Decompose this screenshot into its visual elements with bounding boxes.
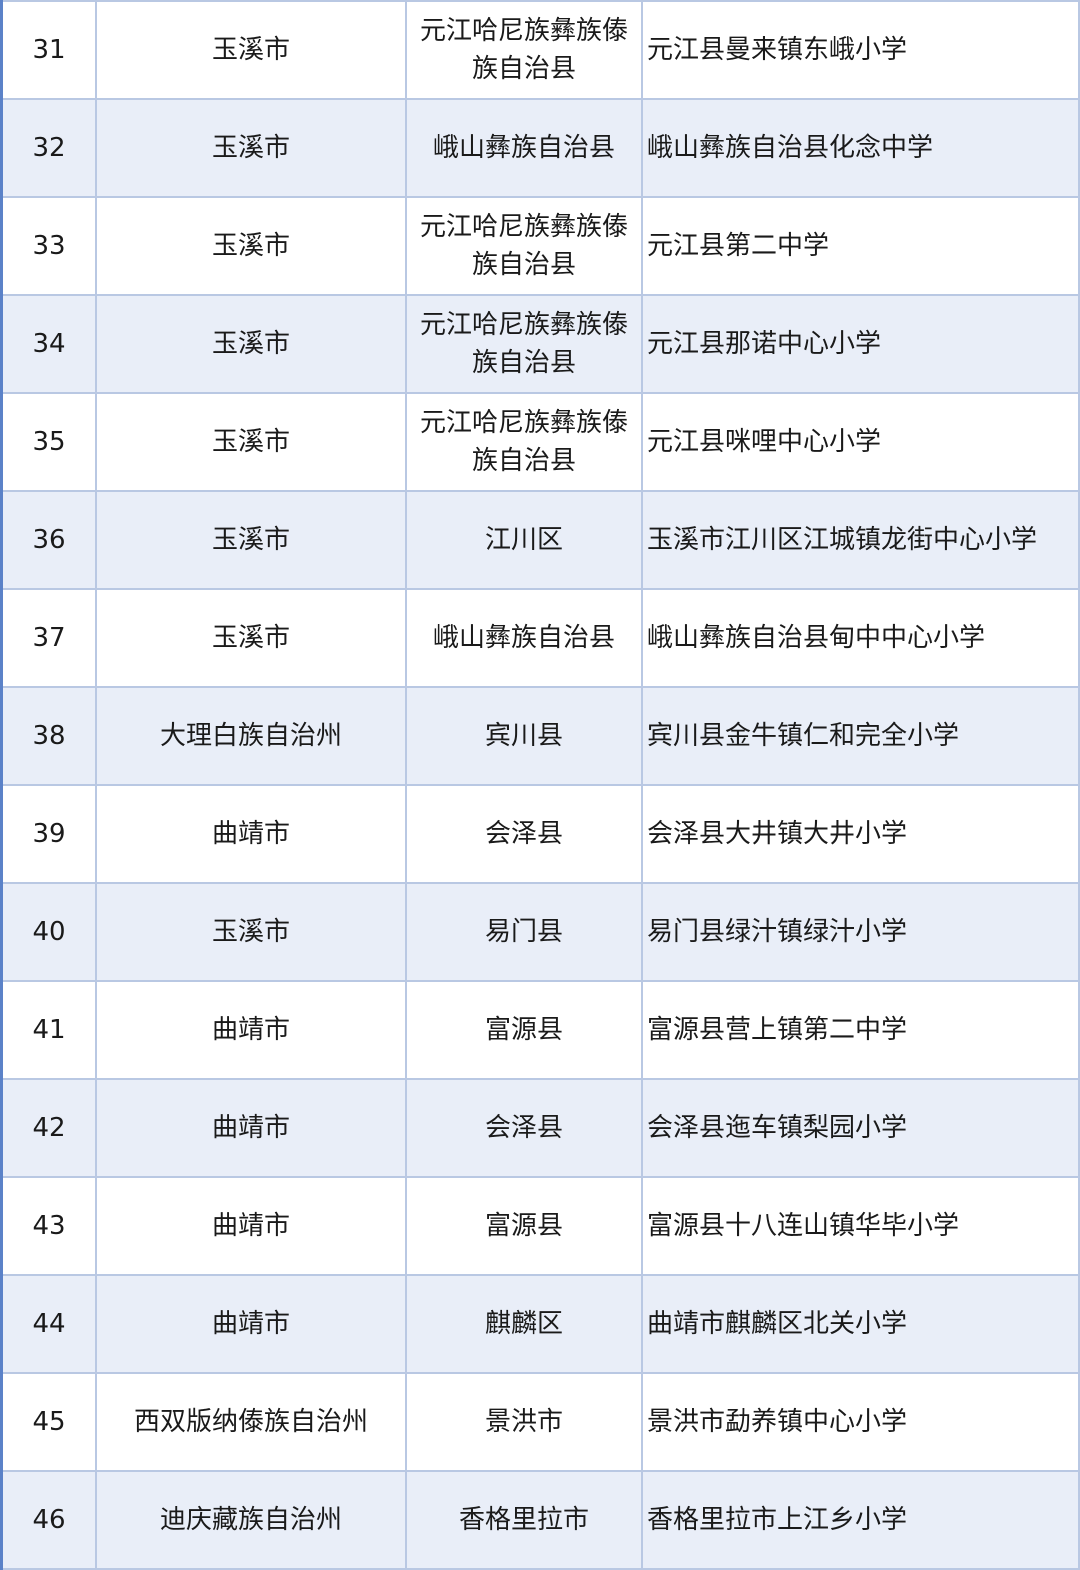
city-cell: 曲靖市	[95, 980, 407, 1080]
city-cell: 玉溪市	[95, 490, 407, 590]
row-number-cell: 40	[0, 882, 97, 982]
school-name-cell: 易门县绿汁镇绿汁小学	[641, 882, 1080, 982]
table-row: 39 曲靖市 会泽县 会泽县大井镇大井小学	[0, 784, 1080, 884]
table-row: 44 曲靖市 麒麟区 曲靖市麒麟区北关小学	[0, 1274, 1080, 1374]
school-name-cell: 元江县咪哩中心小学	[641, 392, 1080, 492]
table-row: 36 玉溪市 江川区 玉溪市江川区江城镇龙街中心小学	[0, 490, 1080, 590]
table-row: 46 迪庆藏族自治州 香格里拉市 香格里拉市上江乡小学	[0, 1470, 1080, 1570]
county-cell: 宾川县	[405, 686, 643, 786]
city-cell: 曲靖市	[95, 1274, 407, 1374]
county-cell: 元江哈尼族彝族傣族自治县	[405, 392, 643, 492]
row-number-cell: 45	[0, 1372, 97, 1472]
school-name-cell: 元江县那诺中心小学	[641, 294, 1080, 394]
row-number-cell: 46	[0, 1470, 97, 1570]
school-name-cell: 峨山彝族自治县甸中中心小学	[641, 588, 1080, 688]
county-cell: 香格里拉市	[405, 1470, 643, 1570]
row-number-cell: 42	[0, 1078, 97, 1178]
city-cell: 曲靖市	[95, 1176, 407, 1276]
row-number-cell: 36	[0, 490, 97, 590]
row-number-cell: 43	[0, 1176, 97, 1276]
school-name-cell: 曲靖市麒麟区北关小学	[641, 1274, 1080, 1374]
city-cell: 玉溪市	[95, 98, 407, 198]
county-cell: 江川区	[405, 490, 643, 590]
school-name-cell: 宾川县金牛镇仁和完全小学	[641, 686, 1080, 786]
table-row: 34 玉溪市 元江哈尼族彝族傣族自治县 元江县那诺中心小学	[0, 294, 1080, 394]
row-number-cell: 39	[0, 784, 97, 884]
county-cell: 麒麟区	[405, 1274, 643, 1374]
city-cell: 玉溪市	[95, 0, 407, 100]
city-cell: 玉溪市	[95, 294, 407, 394]
table-row: 32 玉溪市 峨山彝族自治县 峨山彝族自治县化念中学	[0, 98, 1080, 198]
city-cell: 西双版纳傣族自治州	[95, 1372, 407, 1472]
county-cell: 景洪市	[405, 1372, 643, 1472]
table-row: 45 西双版纳傣族自治州 景洪市 景洪市勐养镇中心小学	[0, 1372, 1080, 1472]
county-cell: 峨山彝族自治县	[405, 98, 643, 198]
county-cell: 元江哈尼族彝族傣族自治县	[405, 294, 643, 394]
school-name-cell: 会泽县迤车镇梨园小学	[641, 1078, 1080, 1178]
school-name-cell: 富源县十八连山镇华毕小学	[641, 1176, 1080, 1276]
table-row: 41 曲靖市 富源县 富源县营上镇第二中学	[0, 980, 1080, 1080]
table-row: 43 曲靖市 富源县 富源县十八连山镇华毕小学	[0, 1176, 1080, 1276]
row-number-cell: 34	[0, 294, 97, 394]
row-number-cell: 44	[0, 1274, 97, 1374]
school-name-cell: 会泽县大井镇大井小学	[641, 784, 1080, 884]
table-row: 33 玉溪市 元江哈尼族彝族傣族自治县 元江县第二中学	[0, 196, 1080, 296]
city-cell: 曲靖市	[95, 1078, 407, 1178]
table-row: 37 玉溪市 峨山彝族自治县 峨山彝族自治县甸中中心小学	[0, 588, 1080, 688]
city-cell: 玉溪市	[95, 882, 407, 982]
city-cell: 玉溪市	[95, 392, 407, 492]
school-name-cell: 峨山彝族自治县化念中学	[641, 98, 1080, 198]
county-cell: 富源县	[405, 1176, 643, 1276]
county-cell: 会泽县	[405, 784, 643, 884]
table-row: 40 玉溪市 易门县 易门县绿汁镇绿汁小学	[0, 882, 1080, 982]
row-number-cell: 33	[0, 196, 97, 296]
school-name-cell: 景洪市勐养镇中心小学	[641, 1372, 1080, 1472]
city-cell: 迪庆藏族自治州	[95, 1470, 407, 1570]
row-number-cell: 38	[0, 686, 97, 786]
table-row: 38 大理白族自治州 宾川县 宾川县金牛镇仁和完全小学	[0, 686, 1080, 786]
row-number-cell: 37	[0, 588, 97, 688]
school-name-cell: 元江县曼来镇东峨小学	[641, 0, 1080, 100]
city-cell: 玉溪市	[95, 196, 407, 296]
school-name-cell: 玉溪市江川区江城镇龙街中心小学	[641, 490, 1080, 590]
county-cell: 会泽县	[405, 1078, 643, 1178]
city-cell: 玉溪市	[95, 588, 407, 688]
table-row: 31 玉溪市 元江哈尼族彝族傣族自治县 元江县曼来镇东峨小学	[0, 0, 1080, 100]
county-cell: 元江哈尼族彝族傣族自治县	[405, 0, 643, 100]
row-number-cell: 41	[0, 980, 97, 1080]
row-number-cell: 32	[0, 98, 97, 198]
county-cell: 易门县	[405, 882, 643, 982]
county-cell: 元江哈尼族彝族傣族自治县	[405, 196, 643, 296]
row-number-cell: 35	[0, 392, 97, 492]
city-cell: 曲靖市	[95, 784, 407, 884]
row-number-cell: 31	[0, 0, 97, 100]
table-row: 42 曲靖市 会泽县 会泽县迤车镇梨园小学	[0, 1078, 1080, 1178]
county-cell: 峨山彝族自治县	[405, 588, 643, 688]
table-row: 35 玉溪市 元江哈尼族彝族傣族自治县 元江县咪哩中心小学	[0, 392, 1080, 492]
school-name-cell: 富源县营上镇第二中学	[641, 980, 1080, 1080]
school-name-cell: 元江县第二中学	[641, 196, 1080, 296]
school-name-cell: 香格里拉市上江乡小学	[641, 1470, 1080, 1570]
county-cell: 富源县	[405, 980, 643, 1080]
city-cell: 大理白族自治州	[95, 686, 407, 786]
